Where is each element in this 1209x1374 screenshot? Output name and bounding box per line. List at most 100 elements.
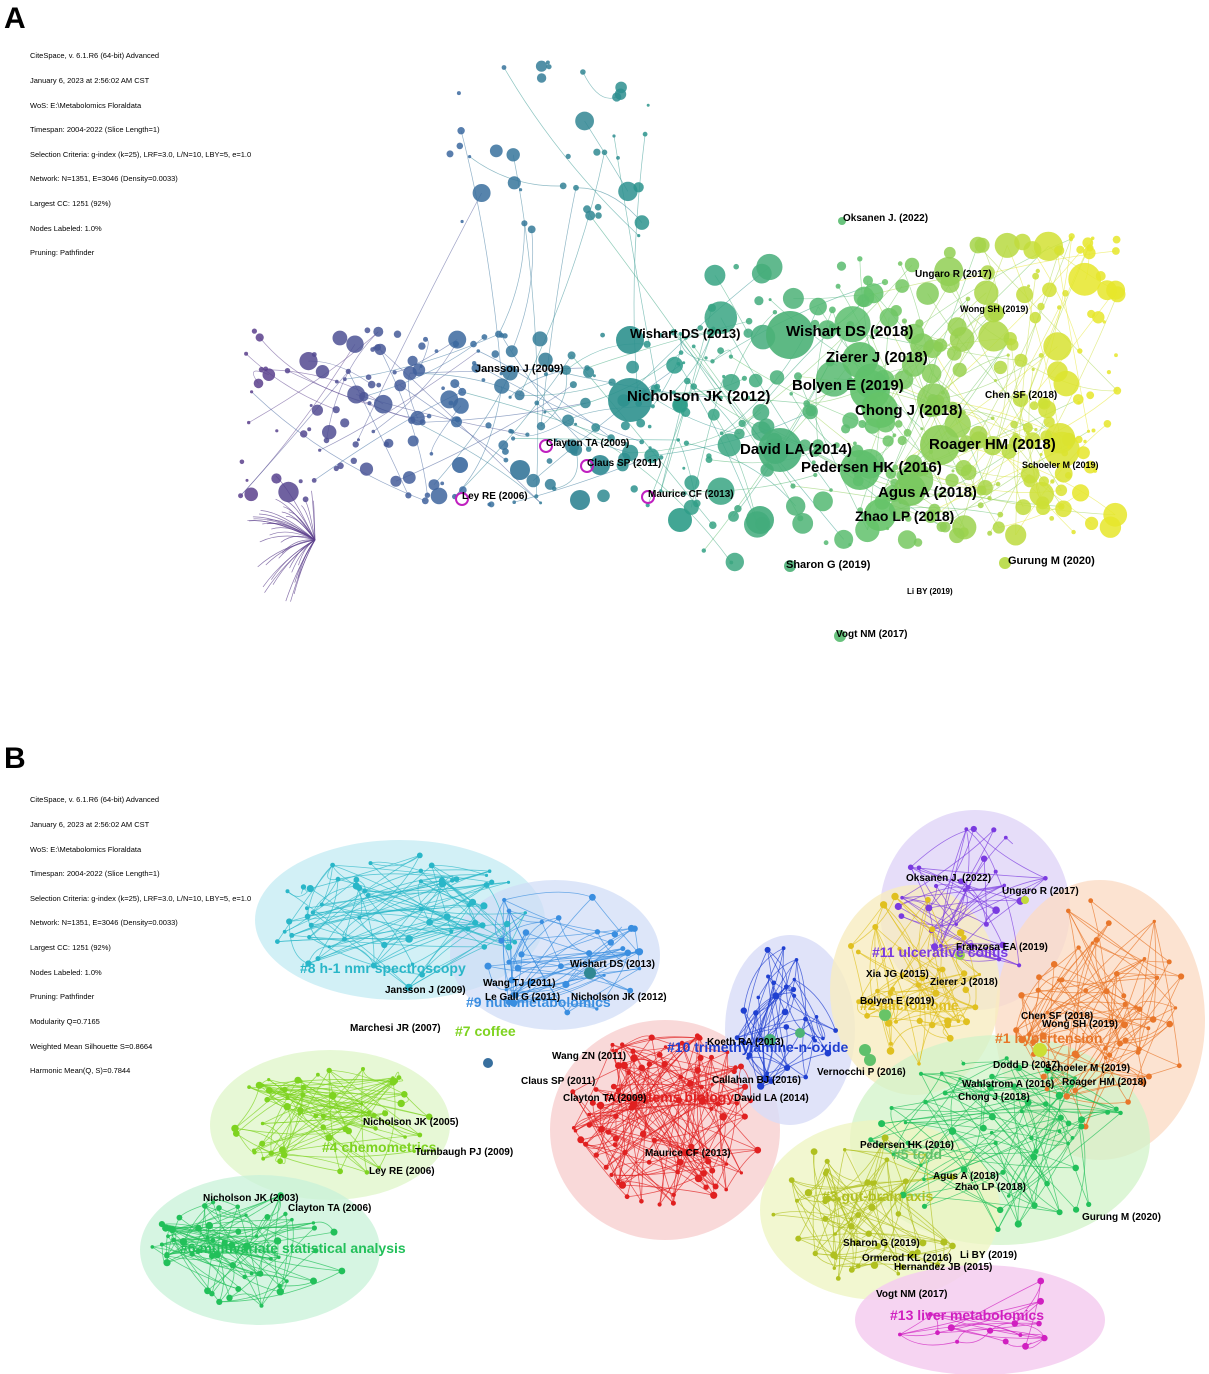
network-node [326, 1067, 332, 1074]
network-node [1136, 1046, 1142, 1052]
network-node [783, 984, 789, 990]
network-node [370, 962, 377, 969]
network-b: #8 h-1 nmr spectroscopy #9 nutrimetabolo… [140, 810, 1205, 1374]
network-node [1041, 1334, 1048, 1342]
network-node [864, 1012, 870, 1019]
network-edge [931, 871, 997, 932]
network-node [591, 423, 601, 432]
node-label: Oksanen J. (2022) [843, 213, 928, 224]
network-node [939, 1071, 944, 1076]
network-edge [420, 884, 487, 910]
network-edge [317, 865, 432, 959]
network-node [441, 386, 445, 391]
network-edge [698, 1086, 746, 1179]
network-node [954, 334, 959, 339]
network-node [784, 1064, 791, 1071]
network-node [772, 310, 778, 315]
network-node [1073, 1076, 1077, 1080]
network-node [277, 1283, 282, 1289]
network-edge [513, 942, 612, 1004]
network-node [480, 902, 488, 910]
network-edge [767, 949, 829, 1054]
network-edge [934, 946, 1020, 966]
network-node [267, 1078, 271, 1082]
network-node [637, 966, 642, 971]
network-node [900, 388, 904, 392]
network-node [803, 400, 811, 407]
network-edge [582, 71, 617, 99]
network-node [992, 521, 1005, 534]
network-node [1004, 1056, 1009, 1061]
network-node [213, 1251, 221, 1259]
network-node [498, 440, 509, 451]
network-node [761, 1075, 768, 1083]
network-node [709, 1054, 714, 1060]
network-node [678, 350, 684, 355]
network-node [612, 134, 616, 138]
network-node [746, 1056, 750, 1060]
network-node [407, 355, 418, 366]
network-node [706, 328, 716, 337]
cluster-label: #6 multivariate statistical analysis [180, 1240, 406, 1256]
network-node [282, 929, 287, 934]
network-node [1173, 1006, 1178, 1010]
network-node [150, 1245, 155, 1249]
network-node [483, 1058, 493, 1068]
meta-line: Weighted Mean Silhouette S=0.8664 [30, 1041, 153, 1051]
network-node [715, 1101, 721, 1107]
network-edge [867, 1002, 920, 1064]
network-node [921, 363, 942, 384]
network-node [484, 962, 492, 970]
network-node [608, 378, 616, 386]
network-edge [797, 1170, 828, 1239]
network-node [1043, 431, 1080, 468]
node-label: Chong J (2018) [958, 1092, 1030, 1103]
node-label: Vogt NM (2017) [876, 1289, 948, 1300]
network-node [1044, 1180, 1050, 1187]
network-node [712, 1183, 719, 1190]
network-edge [310, 888, 385, 946]
network-node [768, 298, 772, 302]
network-node [1086, 1201, 1092, 1207]
network-node [1068, 237, 1074, 242]
network-edge [262, 1112, 370, 1144]
network-node [412, 1149, 416, 1153]
network-node [514, 964, 522, 972]
network-node [848, 1223, 855, 1230]
network-node [383, 441, 389, 447]
network-edge [167, 1236, 239, 1290]
network-node [978, 1083, 983, 1088]
network-node [412, 363, 426, 377]
network-edge [209, 1194, 281, 1226]
network-edge [1043, 1018, 1154, 1036]
network-node [792, 513, 814, 534]
network-node [1066, 1141, 1070, 1146]
network-node [359, 462, 374, 476]
network-node [733, 263, 739, 270]
network-node [503, 920, 511, 928]
cluster-label: #5 tcdd [893, 1146, 942, 1162]
network-edge [287, 501, 316, 541]
network-edge [903, 1171, 1004, 1196]
network-edge [585, 1143, 678, 1173]
network-edge [747, 1057, 772, 1082]
network-edge [929, 969, 939, 1026]
network-node [299, 1079, 303, 1083]
network-node [768, 1078, 774, 1084]
network-node [905, 515, 912, 522]
network-node [302, 496, 309, 503]
network-node [539, 439, 553, 453]
network-edge [922, 932, 961, 979]
cluster-label: #2 microbiome [860, 997, 959, 1013]
network-node [313, 1247, 319, 1254]
meta-line: CiteSpace, v. 6.1.R6 (64-bit) Advanced [30, 795, 160, 805]
network-node [814, 1015, 819, 1019]
network-node [195, 1248, 201, 1254]
network-edge [1076, 973, 1118, 1056]
network-edge [893, 1101, 926, 1155]
network-edge [315, 1077, 393, 1117]
network-node [836, 261, 847, 271]
network-node [855, 1263, 861, 1269]
network-edge [211, 1255, 281, 1293]
network-node [909, 373, 913, 377]
